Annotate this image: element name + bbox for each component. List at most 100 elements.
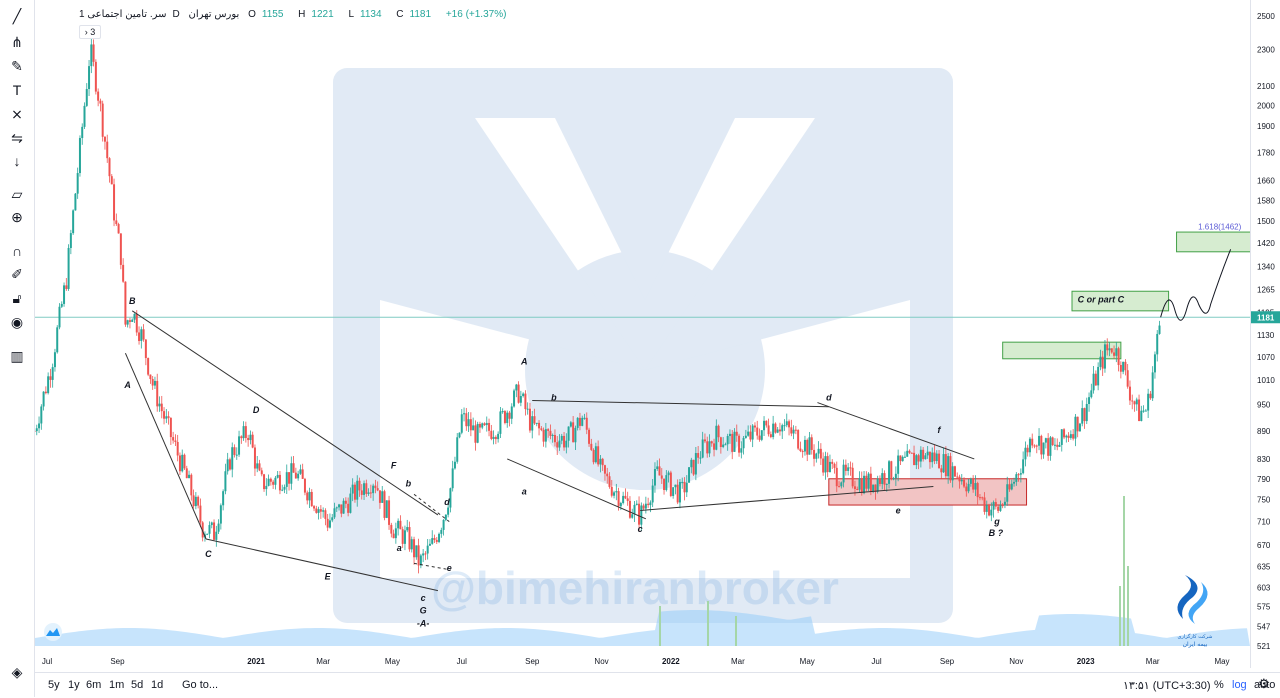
log-toggle[interactable]: log xyxy=(1232,679,1247,691)
range-6m[interactable]: 6m xyxy=(86,679,102,691)
candle-body xyxy=(301,469,304,479)
tradingview-logo-icon[interactable] xyxy=(44,623,62,641)
candle-body xyxy=(392,533,395,539)
candle-body xyxy=(151,379,154,386)
candle-body xyxy=(181,454,184,472)
candle-body xyxy=(374,485,377,489)
range-1y[interactable]: 1y xyxy=(68,679,80,691)
candle-body xyxy=(231,447,234,470)
candle-body xyxy=(1053,444,1056,446)
candle-body xyxy=(817,448,820,454)
collapse-indicators-button[interactable]: › 3 xyxy=(79,25,101,39)
pitchfork-icon[interactable]: ⋔ xyxy=(11,33,23,50)
volume-bar xyxy=(659,606,661,646)
candle-body xyxy=(953,466,956,477)
trendline-a-c[interactable] xyxy=(124,352,207,540)
price-tick-label: 635 xyxy=(1257,563,1271,572)
candle-body xyxy=(1033,445,1036,447)
candle-body xyxy=(747,431,750,436)
price-scale[interactable]: 2500 2300 2100 2000 1900 1780 1660 1580 1500 1420… xyxy=(1251,0,1280,668)
trendline-b-d[interactable] xyxy=(532,399,829,408)
candle-body xyxy=(851,467,854,487)
candle-body xyxy=(440,529,443,534)
candle-body xyxy=(315,508,318,513)
trendline-b-upper[interactable] xyxy=(131,310,439,516)
range-5d[interactable]: 5d xyxy=(131,679,144,691)
legend-symbol[interactable]: سر. تامین اجتماعی xyxy=(87,9,167,20)
range-5y[interactable]: 5y xyxy=(48,679,60,691)
pattern-icon[interactable]: ⨯ xyxy=(11,105,23,122)
last-price-badge xyxy=(1251,311,1280,324)
forecast-icon[interactable]: ⇋ xyxy=(11,129,23,146)
brush-icon[interactable]: ✎ xyxy=(11,57,23,74)
candle-body xyxy=(306,492,309,501)
price-tick-label: 1900 xyxy=(1257,122,1275,131)
candle-body xyxy=(458,432,461,438)
lock-icon[interactable]: 🔓︎ xyxy=(12,289,22,306)
candle-body xyxy=(269,478,272,482)
text-icon[interactable]: T xyxy=(12,82,22,98)
magnet-icon[interactable]: ∩ xyxy=(11,243,23,259)
candle-body xyxy=(1056,444,1059,447)
candle-body xyxy=(756,427,759,436)
range-1d[interactable]: 1d xyxy=(151,679,164,691)
candle-body xyxy=(342,500,345,514)
auto-toggle[interactable]: auto xyxy=(1254,679,1276,691)
time-tick-label: May xyxy=(1214,657,1229,666)
range-1m[interactable]: 1m xyxy=(109,679,125,691)
goto-button[interactable]: Go to... xyxy=(182,679,219,691)
percent-toggle[interactable]: % xyxy=(1214,679,1224,691)
candle-body xyxy=(963,479,966,487)
support-zone-red[interactable] xyxy=(828,478,1028,506)
projection-path[interactable] xyxy=(1160,249,1232,321)
price-tick-label: 670 xyxy=(1257,541,1271,550)
candle-body xyxy=(717,425,720,438)
candle-body xyxy=(335,507,338,509)
ruler-icon[interactable]: ▱ xyxy=(11,185,23,202)
candle-body xyxy=(933,452,936,462)
candle-body xyxy=(1103,344,1106,369)
legend-interval[interactable]: 1D xyxy=(79,9,180,20)
candle-body xyxy=(226,459,229,472)
candle-body xyxy=(788,421,791,428)
price-tick-label: 1070 xyxy=(1257,353,1275,362)
candle-body xyxy=(1006,484,1009,502)
candle-body xyxy=(451,468,454,489)
candle-body xyxy=(167,416,170,418)
trendline-c-e[interactable] xyxy=(640,485,934,512)
trendline-d-f[interactable] xyxy=(817,402,975,460)
wave-label: D xyxy=(253,405,260,415)
candle-body xyxy=(894,473,897,479)
trendline-dashed-1[interactable] xyxy=(413,493,450,523)
eye-icon[interactable]: ◉ xyxy=(10,313,24,330)
layers-icon[interactable]: ◈ xyxy=(11,663,23,680)
price-tick-label: 1780 xyxy=(1257,148,1275,157)
volume-bar xyxy=(735,616,737,646)
lock-drawings-icon[interactable]: ✐ xyxy=(11,265,23,282)
candle-body xyxy=(1122,361,1125,372)
trendline-c-lower[interactable] xyxy=(205,538,439,592)
zoom-in-icon[interactable]: ⊕ xyxy=(11,208,23,225)
resistance-zone-green[interactable] xyxy=(1002,341,1122,360)
candle-body xyxy=(567,426,570,441)
arrow-down-icon[interactable]: ↓ xyxy=(13,153,21,169)
candle-body xyxy=(1051,437,1054,446)
candle-body xyxy=(922,449,925,460)
candle-body xyxy=(497,433,500,440)
candle-body xyxy=(878,478,881,484)
trend-line-icon[interactable]: ╱ xyxy=(12,7,22,24)
price-axis[interactable]: 2500 2300 2100 2000 1900 1780 1660 1580 1500 1420… xyxy=(1250,0,1280,668)
trendline-a-c-2[interactable] xyxy=(507,458,647,520)
target-zone-fib[interactable] xyxy=(1176,231,1250,253)
candle-body xyxy=(715,425,718,450)
target-zone-c[interactable] xyxy=(1071,290,1170,312)
trash-icon[interactable]: ▥ xyxy=(10,347,24,364)
timezone[interactable]: ۱۳:۵۱ (UTC+3:30) xyxy=(1123,680,1211,692)
candle-body xyxy=(924,455,927,460)
settings-gear-icon[interactable]: ⚙ xyxy=(1258,676,1270,691)
candle-body xyxy=(681,481,684,483)
candle-body xyxy=(1083,408,1086,422)
price-chart[interactable]: @bimehiranbroker BACDEFbdaecG-A-Abacdefg… xyxy=(35,0,1250,668)
